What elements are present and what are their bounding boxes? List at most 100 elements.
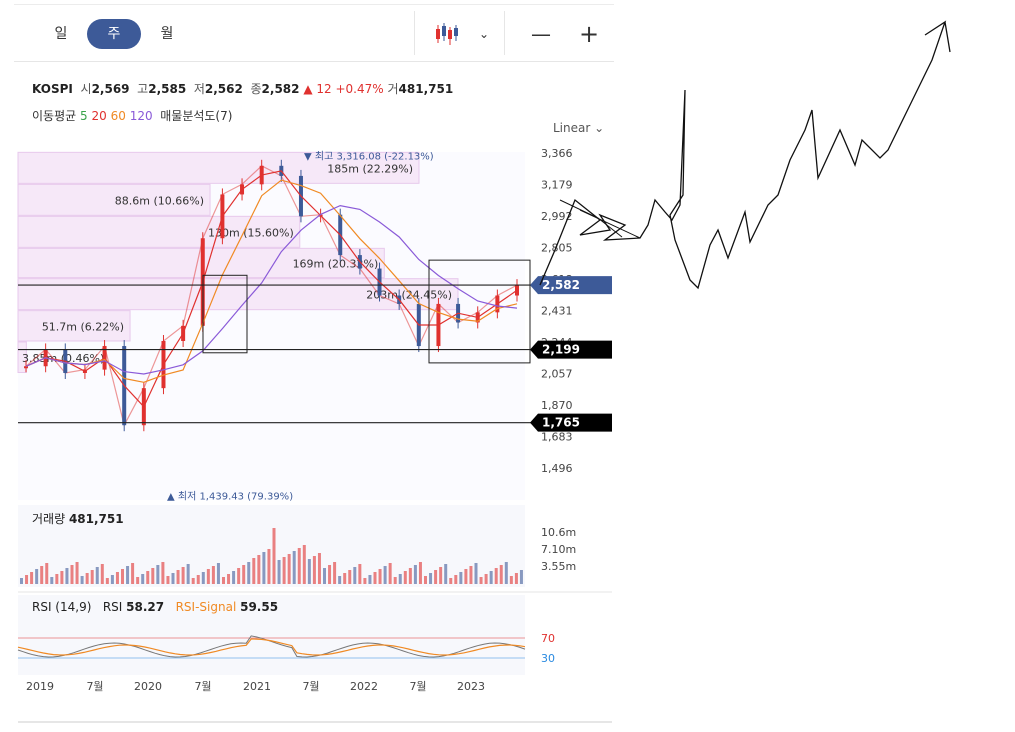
- volume-panel-title: 거래량 481,751: [32, 512, 124, 526]
- candle-body: [122, 346, 127, 426]
- candlestick-icon[interactable]: [432, 19, 462, 49]
- volume-bar: [519, 570, 523, 584]
- volume-bar: [302, 545, 306, 584]
- volume-bar: [358, 564, 362, 584]
- price-level-tag: [530, 413, 612, 432]
- x-axis-label: 7월: [302, 680, 319, 693]
- candle-body: [43, 349, 48, 367]
- volume-bar: [146, 571, 150, 584]
- volume-bar: [454, 575, 458, 584]
- tab-week[interactable]: 주: [87, 19, 141, 49]
- volume-bar: [25, 575, 29, 584]
- volume-bar: [90, 570, 94, 584]
- tab-day[interactable]: 일: [54, 26, 68, 42]
- volume-bar: [434, 570, 438, 584]
- volume-bar: [424, 576, 427, 584]
- open-label: 시: [80, 82, 92, 96]
- chevron-down-icon: ⌄: [594, 121, 605, 135]
- volume-profile-label: 169m (20.32%): [293, 258, 379, 271]
- candle-body: [298, 175, 303, 217]
- volume-bar: [469, 566, 473, 584]
- volume-tick-label: 3.55m: [541, 560, 576, 573]
- toolbar-divider: [414, 11, 415, 55]
- zoom-out-button[interactable]: —: [531, 22, 551, 46]
- volume-bar: [403, 571, 407, 584]
- candle-body: [436, 303, 441, 347]
- volume-bar: [444, 564, 448, 584]
- volume-bar: [110, 575, 114, 584]
- volume-bar: [211, 566, 215, 584]
- volume-bar: [307, 559, 311, 584]
- candle-body: [456, 303, 461, 323]
- candle-body: [495, 295, 500, 313]
- volume-bar: [105, 578, 109, 584]
- toolbar-divider: [504, 11, 505, 55]
- volume-bar: [242, 565, 246, 584]
- volume-bar: [40, 566, 44, 584]
- volume-bar: [328, 565, 332, 584]
- volume-bar: [449, 578, 453, 584]
- volume-bar: [388, 563, 392, 584]
- change-value: ▲ 12: [303, 82, 332, 96]
- volume-bar: [171, 573, 175, 584]
- volume-bar: [408, 568, 412, 584]
- price-tick-label: 2,805: [541, 242, 573, 255]
- low-value: 2,562: [204, 82, 243, 96]
- volume-bar: [474, 563, 478, 584]
- price-tick-label: 1,870: [541, 399, 573, 412]
- candle-body: [181, 325, 186, 341]
- volume-bar: [55, 574, 59, 584]
- ma-60: 60: [110, 109, 126, 123]
- volume-bar: [378, 569, 382, 584]
- volume-value: 481,751: [398, 82, 454, 96]
- volume-bar: [20, 578, 23, 584]
- scale-mode-dropdown[interactable]: Linear ⌄: [553, 121, 605, 135]
- candle-body: [357, 255, 362, 269]
- volume-profile-bar: [17, 247, 385, 279]
- volume-profile-bar: [17, 310, 131, 342]
- candle-body: [475, 312, 480, 323]
- volume-bar: [95, 567, 99, 584]
- volume-bar: [292, 551, 296, 584]
- volume-bar: [45, 563, 49, 584]
- zoom-in-button[interactable]: +: [578, 20, 600, 48]
- volume-bar: [115, 572, 119, 584]
- volume-profile-bar: [17, 151, 420, 184]
- candle-body: [338, 214, 343, 256]
- volume-bar: [141, 574, 145, 584]
- volume-bar: [464, 569, 468, 584]
- volume-bar: [136, 577, 140, 584]
- volume-bar: [459, 572, 463, 584]
- x-axis-label: 7월: [194, 680, 211, 693]
- volume-bar: [297, 548, 301, 584]
- price-level-tag: [530, 340, 612, 359]
- ma-label: 이동평균: [32, 109, 77, 123]
- volume-profile-bar: [17, 278, 459, 311]
- candle-body: [200, 238, 205, 326]
- volume-bar: [156, 565, 160, 584]
- tab-month[interactable]: 월: [160, 26, 174, 42]
- high-value: 2,585: [148, 82, 187, 96]
- change-pct: +0.47%: [335, 82, 384, 96]
- candle-body: [279, 165, 284, 176]
- volume-profile-bar: [17, 341, 27, 373]
- volume-bar: [201, 572, 205, 584]
- volume-bar: [353, 567, 357, 584]
- price-tick-label: 2,057: [541, 368, 573, 381]
- volume-bar: [323, 568, 326, 584]
- volume-bar: [429, 573, 433, 584]
- volume-bar: [176, 570, 180, 584]
- chevron-down-icon[interactable]: ⌄: [478, 27, 490, 41]
- volume-bar: [489, 571, 493, 584]
- volume-tick-label: 10.6m: [541, 526, 576, 539]
- x-axis-label: 2022: [350, 680, 378, 693]
- volume-bar: [413, 565, 417, 584]
- price-tick-label: 2,618: [541, 273, 573, 286]
- x-axis-label: 7월: [409, 680, 426, 693]
- ma-120-line: [25, 204, 518, 375]
- volume-bar: [348, 570, 352, 584]
- price-panel-bg: [18, 152, 525, 500]
- volume-label: 거: [387, 82, 399, 96]
- candle-body: [416, 303, 421, 347]
- volume-bar: [216, 563, 220, 584]
